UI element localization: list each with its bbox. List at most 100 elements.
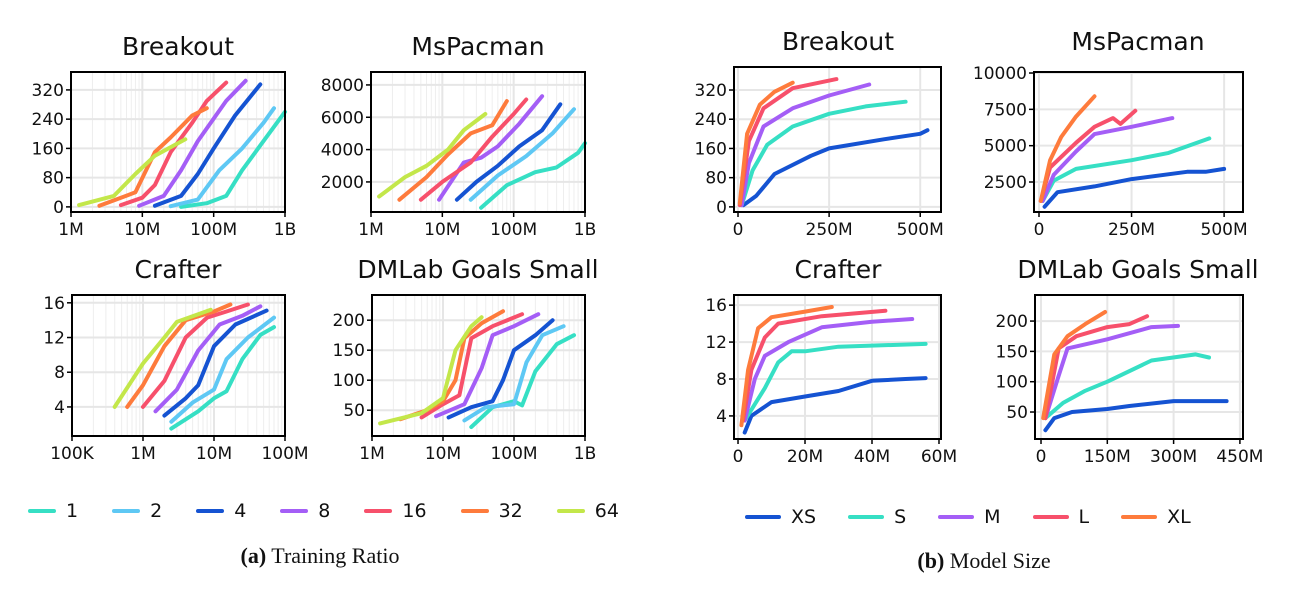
x-tick-label: 10M bbox=[424, 220, 460, 240]
y-tick-label: 10000 bbox=[973, 64, 1027, 84]
series-line-XS bbox=[1043, 399, 1229, 433]
y-tick-label: 160 bbox=[695, 139, 727, 159]
y-tick-label: 4000 bbox=[321, 141, 364, 161]
series-line-16 bbox=[118, 80, 229, 208]
caption-training-ratio: (a) Training Ratio bbox=[241, 543, 400, 569]
series-line-2 bbox=[169, 315, 276, 424]
axes-frame bbox=[733, 66, 942, 213]
series-line-32 bbox=[97, 106, 209, 208]
series-line-32 bbox=[125, 302, 233, 409]
series-line-2 bbox=[462, 324, 566, 423]
x-tick-label: 10M bbox=[425, 444, 461, 464]
legend-swatch bbox=[848, 515, 885, 519]
axes-frame bbox=[1034, 294, 1244, 440]
caption-text: Training Ratio bbox=[271, 543, 400, 568]
series-line-L bbox=[1043, 314, 1150, 421]
y-tick-label: 7500 bbox=[984, 100, 1027, 120]
y-tick-label: 200 bbox=[996, 312, 1028, 332]
subplot-breakout: 0 250M 500M 0 80 160 240 320 Breakout bbox=[695, 27, 944, 240]
legend-item-4: 4 bbox=[196, 500, 246, 522]
y-tick-label: 8 bbox=[716, 370, 727, 390]
y-tick-label: 160 bbox=[32, 139, 64, 159]
legend-swatch bbox=[1032, 515, 1069, 519]
series-line-L bbox=[741, 308, 888, 423]
series-line-64 bbox=[77, 137, 188, 208]
y-tick-label: 8000 bbox=[321, 76, 364, 96]
legend-label: S bbox=[894, 506, 907, 528]
series-line-16 bbox=[141, 302, 250, 409]
legend-item-XL: XL bbox=[1121, 506, 1191, 528]
y-tick-label: 2000 bbox=[321, 173, 364, 193]
subplot-title: Breakout bbox=[122, 32, 234, 61]
series-line-M bbox=[1043, 323, 1180, 421]
x-tick-label: 500M bbox=[1201, 220, 1248, 240]
series-line-XS bbox=[741, 128, 930, 208]
series-line-64 bbox=[112, 307, 213, 409]
legend-label: 2 bbox=[150, 500, 163, 522]
legend-label: 16 bbox=[402, 500, 427, 522]
axes-frame bbox=[733, 294, 942, 440]
series-line-M bbox=[1040, 116, 1175, 203]
y-tick-label: 320 bbox=[695, 81, 727, 101]
series-line-XS bbox=[1042, 166, 1227, 209]
legend-swatch bbox=[460, 509, 489, 513]
x-tick-label: 100M bbox=[490, 220, 537, 240]
axes-frame bbox=[371, 294, 586, 437]
caption-label: (b) bbox=[917, 548, 945, 573]
y-tick-label: 5000 bbox=[984, 137, 1027, 157]
caption-model-size: (b) Model Size bbox=[917, 548, 1050, 574]
y-tick-label: 50 bbox=[1006, 403, 1028, 423]
x-tick-label: 40M bbox=[854, 447, 890, 467]
series-line-1 bbox=[479, 141, 587, 210]
y-tick-label: 320 bbox=[32, 81, 64, 101]
legend-item-M: M bbox=[938, 506, 1001, 528]
series-line-S bbox=[1043, 352, 1211, 421]
y-tick-label: 80 bbox=[705, 169, 727, 189]
x-tick-label: 250M bbox=[806, 220, 853, 240]
legend-label: XL bbox=[1167, 506, 1191, 528]
series-line-32 bbox=[397, 99, 509, 202]
legend-label: XS bbox=[791, 506, 817, 528]
legend-label: 32 bbox=[498, 500, 523, 522]
series-line-S bbox=[739, 99, 908, 208]
y-tick-label: 80 bbox=[42, 169, 64, 189]
y-tick-label: 150 bbox=[333, 341, 365, 361]
y-tick-label: 16 bbox=[705, 296, 727, 316]
series-line-XS bbox=[742, 376, 928, 435]
y-tick-label: 240 bbox=[32, 110, 64, 130]
legend-label: L bbox=[1078, 506, 1090, 528]
y-tick-label: 12 bbox=[43, 329, 65, 349]
series-line-1 bbox=[169, 325, 276, 431]
series-line-8 bbox=[434, 312, 541, 419]
caption-label: (a) bbox=[240, 543, 267, 568]
axes-frame bbox=[71, 294, 286, 437]
x-tick-label: 250M bbox=[1108, 220, 1155, 240]
x-tick-label: 100K bbox=[50, 444, 94, 464]
legend-training-ratio: 1 2 4 8 16 32 64 bbox=[28, 500, 653, 522]
y-tick-label: 4 bbox=[716, 407, 727, 427]
x-tick-label: 10M bbox=[124, 220, 160, 240]
caption-text: Model Size bbox=[949, 548, 1051, 573]
legend-swatch bbox=[112, 509, 141, 513]
subplot-dmlab-goals-small: 0 150M 300M 450M 50 100 150 200 DMLab Goals Smal… bbox=[996, 255, 1264, 467]
x-tick-label: 0 bbox=[1034, 220, 1045, 240]
axes-frame bbox=[370, 71, 586, 213]
y-tick-label: 0 bbox=[53, 198, 64, 218]
x-tick-label: 1M bbox=[130, 444, 155, 464]
x-tick-label: 1M bbox=[358, 220, 383, 240]
legend-model-size: XS S M L XL bbox=[745, 506, 1223, 528]
x-tick-label: 300M bbox=[1150, 447, 1197, 467]
y-tick-label: 12 bbox=[705, 333, 727, 353]
legend-item-L: L bbox=[1032, 506, 1090, 528]
series-line-2 bbox=[468, 107, 576, 202]
legend-swatch bbox=[938, 515, 975, 519]
x-tick-label: 0 bbox=[733, 447, 744, 467]
series-line-8 bbox=[153, 304, 263, 414]
series-line-64 bbox=[377, 112, 488, 199]
y-tick-label: 8 bbox=[54, 363, 65, 383]
series-line-4 bbox=[446, 318, 555, 420]
subplot-mspacman: 0 250M 500M 2500 5000 7500 10000 MsPacman bbox=[973, 27, 1248, 240]
series-line-4 bbox=[454, 102, 563, 202]
x-tick-label: 150M bbox=[1084, 447, 1131, 467]
subplot-title: MsPacman bbox=[411, 32, 544, 61]
